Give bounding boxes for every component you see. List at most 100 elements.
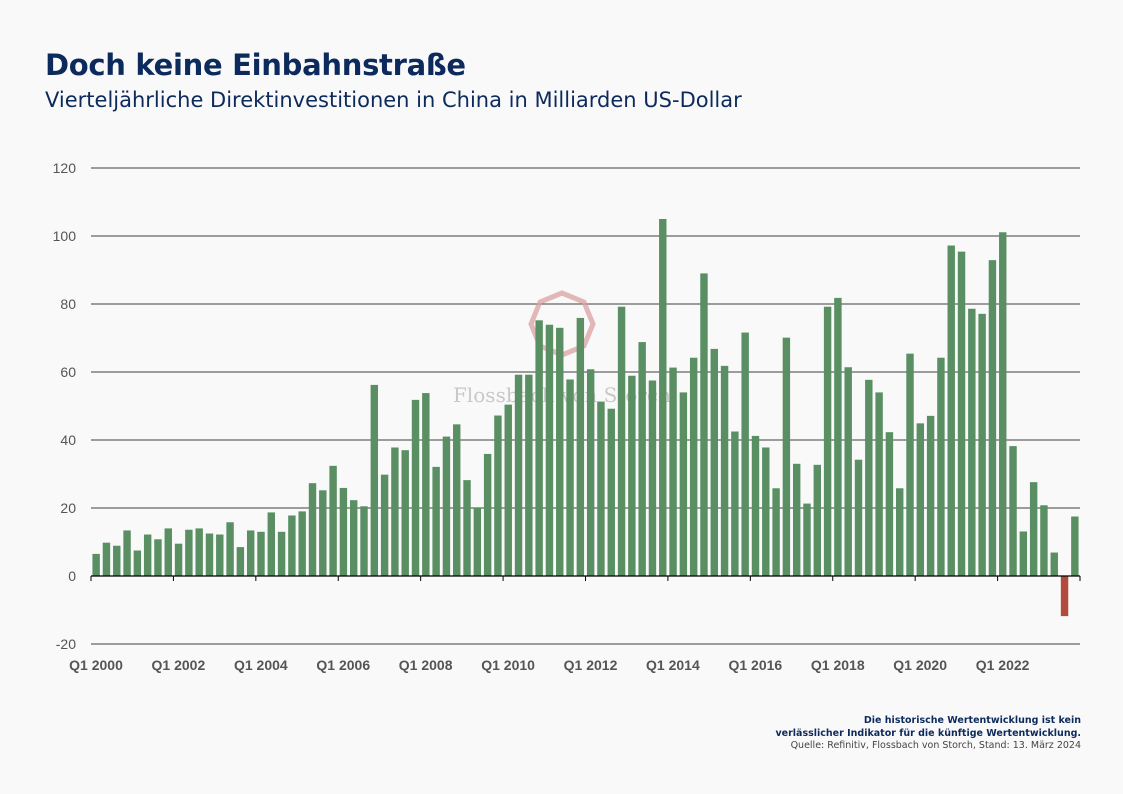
chart-title: Doch keine Einbahnstraße [45,48,466,82]
bar-q4-2017 [823,306,832,576]
y-tick-label: 40 [60,432,76,448]
bar-q1-2021 [957,251,966,576]
bar-q2-2015 [720,365,729,576]
bar-q2-2023 [1050,552,1058,576]
bar-q3-2013 [648,380,657,576]
bar-q2-2014 [679,392,688,576]
y-tick-label: 0 [68,568,76,584]
bar-q4-2014 [700,273,708,576]
bar-q1-2004 [257,531,265,576]
bar-q2-2003 [226,522,234,576]
bar-q1-2005 [298,511,306,576]
bar-q1-2019 [875,392,883,576]
bar-q1-2012 [586,369,595,576]
y-tick-label: 80 [60,296,76,312]
bar-q1-2022 [999,232,1007,576]
bar-q2-2001 [143,534,152,576]
bar-q2-2008 [432,466,440,576]
bar-q3-2014 [689,357,698,576]
bar-q3-2021 [978,313,986,576]
chart-subtitle: Vierteljährliche Direktinvestitionen in … [45,88,742,112]
bar-q3-2008 [442,436,451,576]
x-tick-label: Q1 2020 [893,657,947,673]
x-tick-label: Q1 2016 [728,657,782,673]
x-axis [90,575,1081,581]
bars [92,219,1079,617]
x-tick-label: Q1 2000 [69,657,123,673]
x-tick-label: Q1 2004 [234,657,288,673]
bar-q1-2002 [174,543,183,576]
disclaimer-line-2: verlässlicher Indikator für die künftige… [775,727,1081,739]
bar-q3-2000 [113,545,121,576]
bar-q1-2009 [463,480,471,576]
bar-q4-2005 [329,465,337,576]
bar-q2-2007 [391,447,399,576]
bar-q4-2019 [906,353,914,576]
bar-q2-2017 [803,503,811,576]
y-tick-label: -20 [56,636,76,652]
x-tick-label: Q1 2010 [481,657,535,673]
bar-q3-2019 [896,488,904,576]
bar-q3-2012 [607,408,615,576]
bar-q1-2015 [710,348,718,576]
bar-q3-2011 [566,379,574,576]
bar-q3-2023 [1060,576,1069,617]
bar-q4-2020 [947,245,955,576]
bar-q1-2010 [504,404,512,576]
bar-q2-2019 [885,432,894,576]
bar-q1-2013 [628,375,636,576]
bar-q2-2006 [349,500,358,576]
bar-q3-2006 [360,506,368,576]
x-tick-label: Q1 2002 [152,657,206,673]
bar-q3-2020 [937,357,945,576]
bar-q4-2015 [741,332,749,576]
bar-q4-2009 [494,415,502,576]
bar-q1-2017 [792,463,801,576]
bar-q4-2022 [1029,482,1038,576]
bar-q4-2001 [164,528,172,576]
bar-q1-2001 [133,550,142,576]
bar-q1-2016 [751,435,760,576]
bar-q2-2021 [968,308,976,576]
bar-q3-2004 [277,531,286,576]
bar-q1-2011 [545,324,554,576]
bar-q3-2015 [731,431,739,576]
disclaimer-line-1: Die historische Wertentwicklung ist kein [863,715,1081,726]
bar-q4-2011 [576,317,585,576]
bar-q2-2016 [762,447,770,576]
source-note: Quelle: Refinitiv, Flossbach von Storch,… [790,740,1081,751]
bar-q2-2004 [267,512,275,576]
bar-q4-2010 [535,320,543,576]
bar-q2-2011 [556,327,564,576]
x-tick-label: Q1 2006 [316,657,370,673]
bar-q2-2020 [926,415,935,576]
bar-q1-2023 [1040,505,1048,576]
bar-q2-2005 [308,483,317,576]
bar-q2-2000 [102,542,111,576]
y-tick-label: 20 [60,500,76,516]
x-tick-label: Q1 2014 [646,657,700,673]
bar-q4-2023 [1071,516,1079,576]
bar-q4-2008 [453,424,461,576]
bar-q1-2007 [380,474,389,576]
bar-q4-2013 [659,219,667,576]
gridlines [91,167,1080,645]
y-tick-label: 60 [60,364,76,380]
bar-q3-2003 [236,547,245,576]
x-tick-label: Q1 2008 [399,657,453,673]
bar-q1-2000 [92,553,100,576]
bar-q4-2002 [205,533,214,576]
bar-q1-2018 [834,297,842,576]
bar-q4-2007 [411,399,420,576]
bar-q1-2008 [422,393,430,576]
bar-q3-2009 [483,453,492,576]
bar-q1-2014 [669,367,677,576]
bar-q3-2007 [401,450,409,576]
bar-q4-2016 [782,337,791,576]
x-axis-labels: Q1 2000 Q1 2002 Q1 2004 Q1 2006 Q1 2008 Q1 20… [69,657,1030,673]
bar-q4-2006 [370,384,379,576]
x-tick-label: Q1 2022 [976,657,1030,673]
y-tick-label: 100 [53,228,77,244]
bar-q1-2006 [339,487,348,576]
